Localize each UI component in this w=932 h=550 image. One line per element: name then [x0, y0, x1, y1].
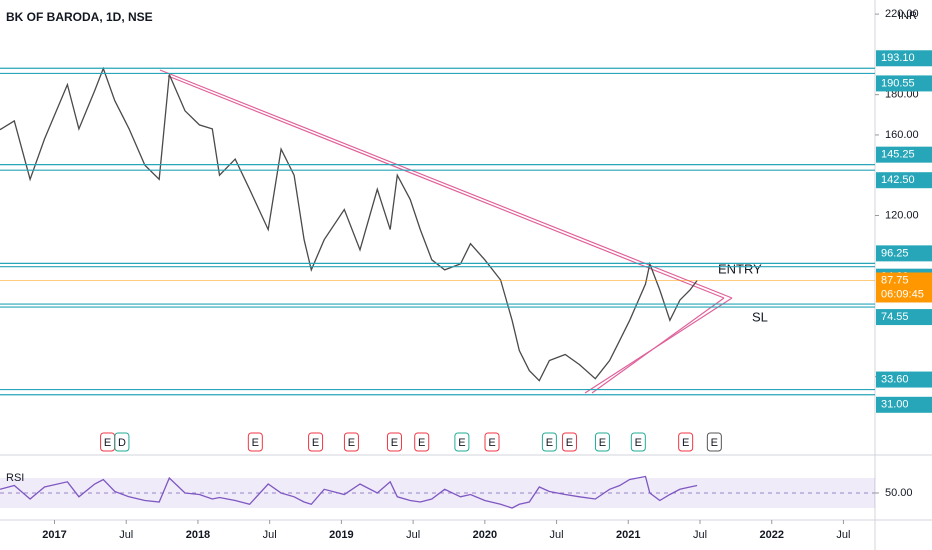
annotation: ENTRY	[718, 261, 762, 276]
event-marker	[630, 432, 646, 452]
event-label: E	[418, 437, 425, 449]
x-tick-label: 2018	[186, 529, 210, 541]
x-tick-label: Jul	[836, 529, 850, 541]
level-label-box	[876, 371, 932, 388]
trendline	[591, 297, 725, 394]
event-label: E	[104, 437, 111, 449]
y-tick-label: 160.00	[885, 129, 919, 141]
x-tick-label: 2021	[616, 529, 640, 541]
rsi-title: RSI	[6, 472, 24, 484]
level-label-box	[876, 75, 932, 92]
chart-title: BK OF BARODA, 1D, NSE	[6, 10, 153, 24]
x-tick-label: Jul	[406, 529, 420, 541]
y-tick-label: 220.00	[885, 8, 919, 20]
level-label-box	[876, 172, 932, 189]
annotation: SL	[752, 309, 768, 324]
x-tick-label: Jul	[693, 529, 707, 541]
event-marker	[561, 432, 577, 452]
event-marker	[247, 432, 263, 452]
event-marker	[484, 432, 500, 452]
countdown: 06:09:45	[881, 288, 924, 300]
event-marker	[308, 432, 324, 452]
level-label: 96.25	[881, 247, 909, 259]
event-label: E	[458, 437, 465, 449]
y-tick-label: 120.00	[885, 209, 919, 221]
event-label: D	[118, 437, 126, 449]
level-label-box	[876, 309, 932, 326]
event-label: E	[711, 437, 718, 449]
event-marker	[386, 432, 402, 452]
x-tick-label: Jul	[550, 529, 564, 541]
event-label: E	[599, 437, 606, 449]
price-line	[0, 66, 698, 382]
x-tick-label: 2019	[329, 529, 353, 541]
x-tick-label: 2020	[473, 529, 497, 541]
level-label-box	[876, 50, 932, 67]
event-label: E	[488, 437, 495, 449]
event-label: E	[391, 437, 398, 449]
x-tick-label: 2022	[759, 529, 783, 541]
x-tick-label: Jul	[119, 529, 133, 541]
x-tick-label: 2017	[42, 529, 66, 541]
event-marker	[678, 432, 694, 452]
level-label: 31.00	[881, 399, 909, 411]
event-label: E	[635, 437, 642, 449]
event-label: E	[682, 437, 689, 449]
event-marker	[594, 432, 610, 452]
level-label: 145.25	[881, 149, 915, 161]
level-label: 193.10	[881, 52, 915, 64]
trendline	[167, 75, 725, 299]
price-line	[0, 475, 698, 509]
event-label: E	[252, 437, 259, 449]
trendline	[159, 69, 733, 299]
last-price-box	[876, 272, 932, 303]
event-label: E	[312, 437, 319, 449]
event-marker	[454, 432, 470, 452]
level-label: 190.55	[881, 77, 915, 89]
level-label: 33.60	[881, 373, 909, 385]
event-marker	[414, 432, 430, 452]
level-label-box	[876, 396, 932, 413]
event-label: E	[566, 437, 573, 449]
x-tick-label: Jul	[263, 529, 277, 541]
event-label: E	[546, 437, 553, 449]
y-tick-label: 180.00	[885, 89, 919, 101]
level-label: 74.55	[881, 311, 909, 323]
level-label: 142.50	[881, 174, 915, 186]
event-marker	[343, 432, 359, 452]
level-label-box	[876, 245, 932, 262]
last-price-label: 87.75	[881, 274, 909, 286]
event-label: E	[348, 437, 355, 449]
y-tick-label: 50.00	[885, 487, 913, 499]
level-label-box	[876, 146, 932, 163]
event-marker	[541, 432, 557, 452]
event-marker	[114, 432, 130, 452]
event-marker	[706, 432, 722, 452]
currency: INR	[898, 10, 917, 22]
